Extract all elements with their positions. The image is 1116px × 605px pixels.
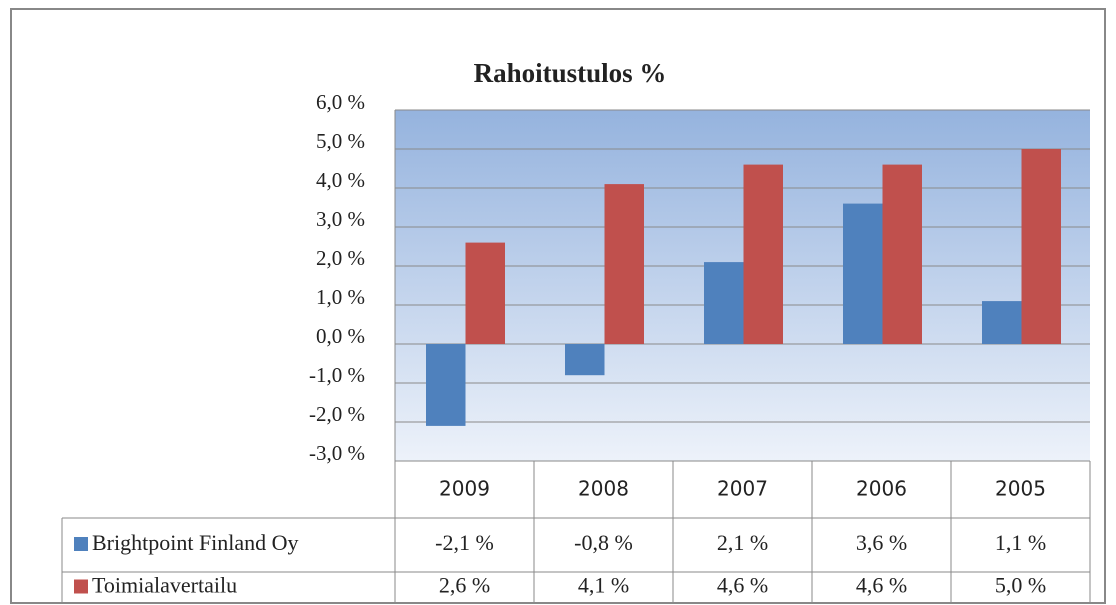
bar: [704, 262, 744, 344]
bar: [465, 242, 505, 344]
table-value: 4,1 %: [578, 573, 629, 598]
bar: [604, 184, 644, 344]
y-tick-label: -3,0 %: [309, 441, 365, 465]
x-tick-label: 2009: [439, 477, 490, 501]
y-tick-label: 3,0 %: [316, 207, 365, 231]
x-tick-label: 2005: [995, 477, 1046, 501]
bar: [426, 344, 466, 426]
legend-swatch: [74, 579, 88, 594]
table-value: 3,6 %: [856, 530, 907, 555]
table-value: 4,6 %: [717, 573, 768, 598]
table-value: 4,6 %: [856, 573, 907, 598]
y-tick-label: 2,0 %: [316, 246, 365, 270]
x-tick-label: 2007: [717, 477, 768, 501]
x-tick-label: 2006: [856, 477, 907, 501]
y-tick-label: 1,0 %: [316, 285, 365, 309]
y-tick-label: -2,0 %: [309, 402, 365, 426]
table-value: -2,1 %: [435, 530, 494, 555]
bar: [743, 164, 783, 344]
table-value: 2,1 %: [717, 530, 768, 555]
y-tick-label: 6,0 %: [316, 90, 365, 114]
bar: [565, 344, 605, 376]
bar: [982, 301, 1022, 344]
y-tick-label: 0,0 %: [316, 324, 365, 348]
bar: [843, 203, 883, 344]
table-value: 5,0 %: [995, 573, 1046, 598]
bar: [882, 164, 922, 344]
legend-swatch: [74, 537, 88, 551]
table-value: -0,8 %: [574, 530, 633, 555]
x-tick-label: 2008: [578, 477, 629, 501]
y-tick-label: 4,0 %: [316, 168, 365, 192]
chart-title: Rahoitustulos %: [474, 58, 667, 88]
bar: [1021, 149, 1061, 344]
y-tick-label: 5,0 %: [316, 129, 365, 153]
y-tick-label: -1,0 %: [309, 363, 365, 387]
table-value: 2,6 %: [439, 573, 490, 598]
legend-label: Toimialavertailu: [92, 573, 237, 598]
table-value: 1,1 %: [995, 530, 1046, 555]
legend-label: Brightpoint Finland Oy: [92, 530, 299, 555]
